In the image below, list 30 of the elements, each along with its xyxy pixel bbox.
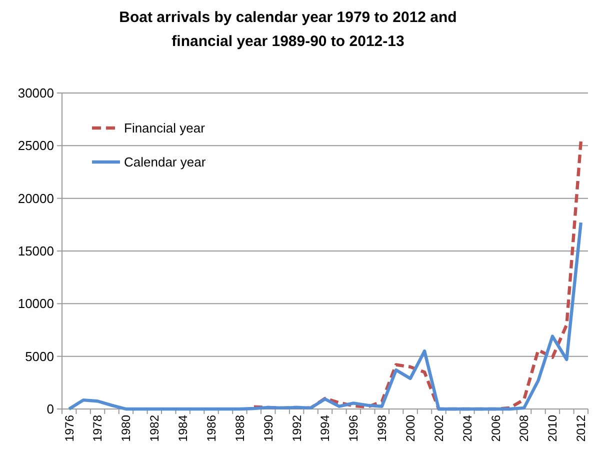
x-tick-label: 1980	[119, 414, 134, 442]
x-tick-label: 1998	[375, 414, 390, 442]
x-tick-label: 1992	[290, 414, 304, 442]
x-tick-label: 1990	[261, 414, 276, 442]
x-tick-label: 2006	[488, 414, 503, 442]
y-tick-label: 0	[46, 402, 54, 417]
y-tick-label: 20000	[18, 190, 54, 206]
y-tick-label: 15000	[18, 244, 54, 259]
x-tick-label: 1996	[346, 414, 361, 442]
legend-label: Financial year	[124, 120, 206, 136]
y-tick-label: 10000	[18, 296, 54, 312]
chart-title: Boat arrivals by calendar year 1979 to 2012 and financial year 1989-90 to 2012-13	[119, 9, 457, 50]
x-tick-label: 1994	[318, 414, 332, 442]
x-tick-label: 2004	[460, 414, 474, 442]
x-tick-label: 2002	[432, 414, 446, 442]
x-tick-label: 1976	[62, 414, 76, 442]
line-series	[68, 220, 582, 411]
y-tick-label: 5000	[25, 348, 54, 364]
x-tick-label: 2000	[403, 414, 418, 442]
x-tick-label: 1984	[176, 414, 190, 442]
y-tick-label: 25000	[18, 138, 54, 154]
legend-label: Calendar year	[124, 154, 206, 170]
x-tick-label: 1988	[232, 414, 247, 442]
x-tick-label: 1978	[90, 414, 105, 442]
x-tick-label: 2010	[546, 414, 560, 442]
x-tick-label: 2008	[517, 414, 532, 442]
x-tick-label: 2012	[574, 414, 588, 442]
x-tick-label: 1986	[204, 414, 218, 442]
y-tick-label: 30000	[18, 86, 54, 101]
x-tick-label: 1982	[148, 414, 162, 442]
